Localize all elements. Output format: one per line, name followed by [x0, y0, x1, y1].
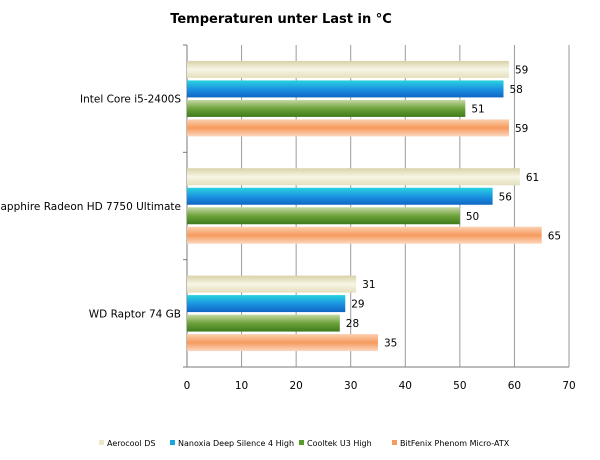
value-label-2-0: 31: [362, 279, 375, 291]
axes: [183, 44, 569, 368]
value-label-2-2: 28: [346, 318, 359, 330]
x-tick-labels: 0 10 20 30 40 50 60 70: [184, 380, 576, 392]
value-labels: 59 58 51 59 61 56 50 65 31 29 28 35: [346, 64, 561, 349]
legend-label-2: Cooltek U3 High: [307, 439, 372, 448]
value-label-1-3: 65: [548, 230, 561, 242]
grid-lines: [241, 45, 570, 367]
bar-2-0: [187, 275, 357, 293]
legend-swatch-3: [392, 440, 397, 445]
bar-0-1: [187, 80, 504, 98]
value-label-2-3: 35: [384, 338, 397, 350]
x-tick-label-30: 30: [344, 380, 357, 392]
category-label-0: Intel Core i5-2400S: [80, 94, 181, 106]
value-label-1-0: 61: [526, 172, 539, 184]
value-label-0-2: 51: [471, 103, 484, 115]
bar-0-3: [187, 119, 509, 137]
x-tick-label-70: 70: [562, 380, 575, 392]
value-label-1-2: 50: [466, 211, 479, 223]
x-tick-label-10: 10: [235, 380, 248, 392]
chart-title: Temperaturen unter Last in °C: [170, 12, 392, 27]
bar-1-3: [187, 226, 542, 244]
x-tick-label-20: 20: [289, 380, 302, 392]
bar-0-0: [187, 60, 509, 78]
bar-1-2: [187, 207, 460, 225]
category-labels: Intel Core i5-2400S Sapphire Radeon HD 77…: [0, 94, 181, 321]
legend-label-0: Aerocool DS: [107, 439, 155, 448]
x-tick-label-60: 60: [508, 380, 521, 392]
x-tick-label-0: 0: [184, 380, 191, 392]
bar-2-3: [187, 334, 378, 352]
legend-label-1: Nanoxia Deep Silence 4 High: [178, 439, 294, 448]
bar-0-2: [187, 99, 466, 117]
legend-swatch-0: [99, 440, 104, 445]
value-label-0-3: 59: [515, 123, 528, 135]
category-label-2: WD Raptor 74 GB: [89, 308, 181, 320]
category-label-1: Sapphire Radeon HD 7750 Ultimate: [0, 201, 181, 213]
value-label-0-0: 59: [515, 64, 528, 76]
value-label-0-1: 58: [510, 84, 523, 96]
bar-1-0: [187, 168, 520, 186]
x-tick-label-50: 50: [453, 380, 466, 392]
legend: Aerocool DS Nanoxia Deep Silence 4 High Co…: [99, 439, 510, 448]
bars: [187, 60, 542, 352]
legend-swatch-1: [170, 440, 175, 445]
bar-2-2: [187, 314, 340, 332]
bar-2-1: [187, 295, 346, 313]
legend-swatch-2: [299, 440, 304, 445]
value-label-2-1: 29: [351, 299, 364, 311]
x-tick-label-40: 40: [399, 380, 412, 392]
legend-label-3: BitFenix Phenom Micro-ATX: [400, 439, 510, 448]
bar-1-1: [187, 187, 493, 205]
value-label-1-1: 56: [499, 191, 513, 203]
